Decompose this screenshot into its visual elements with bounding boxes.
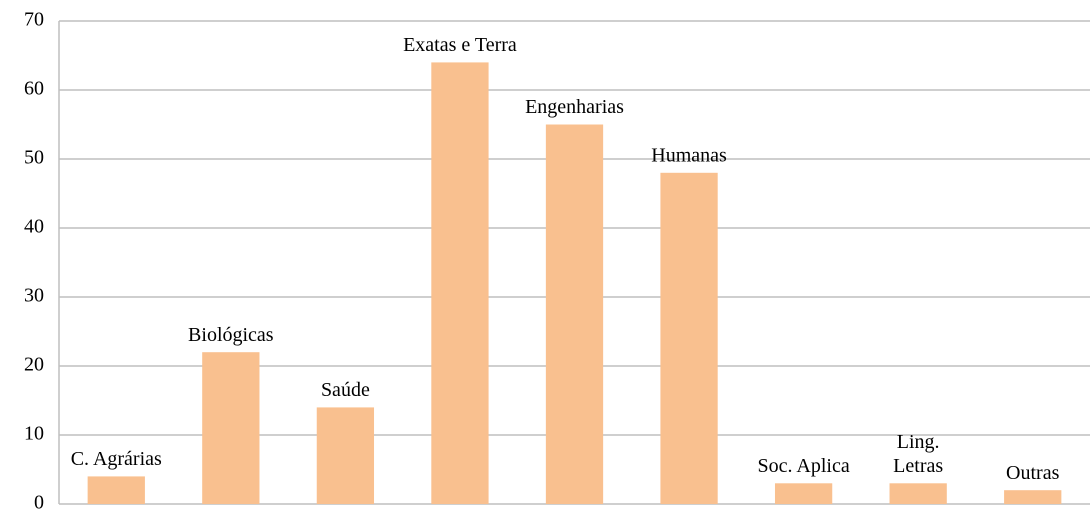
bar [431, 62, 489, 505]
category-label: Biológicas [188, 324, 274, 346]
y-tick-label: 30 [24, 285, 44, 307]
y-tick-label: 60 [24, 78, 44, 100]
y-tick-label: 0 [34, 492, 44, 513]
y-tick-label: 70 [24, 9, 44, 31]
y-tick-label: 20 [24, 354, 44, 376]
bar [202, 352, 260, 504]
category-label: Engenharias [525, 96, 624, 118]
bar [316, 407, 375, 504]
bar [889, 483, 947, 504]
category-label: Ling. [897, 431, 940, 453]
category-label: C. Agrárias [71, 448, 162, 470]
y-tick-label: 50 [24, 147, 44, 169]
bar [1004, 490, 1062, 504]
bar [660, 172, 718, 505]
bar [774, 483, 833, 504]
category-label: Humanas [651, 144, 727, 166]
y-tick-label: 10 [24, 423, 44, 445]
category-label: Soc. Aplica [758, 455, 850, 477]
y-tick-label: 40 [24, 216, 44, 238]
category-label: Exatas e Terra [403, 34, 517, 56]
category-label: Saúde [321, 379, 370, 401]
bar [87, 476, 145, 504]
bar [545, 124, 604, 504]
category-label: Letras [893, 455, 943, 477]
category-label: Outras [1006, 462, 1060, 484]
